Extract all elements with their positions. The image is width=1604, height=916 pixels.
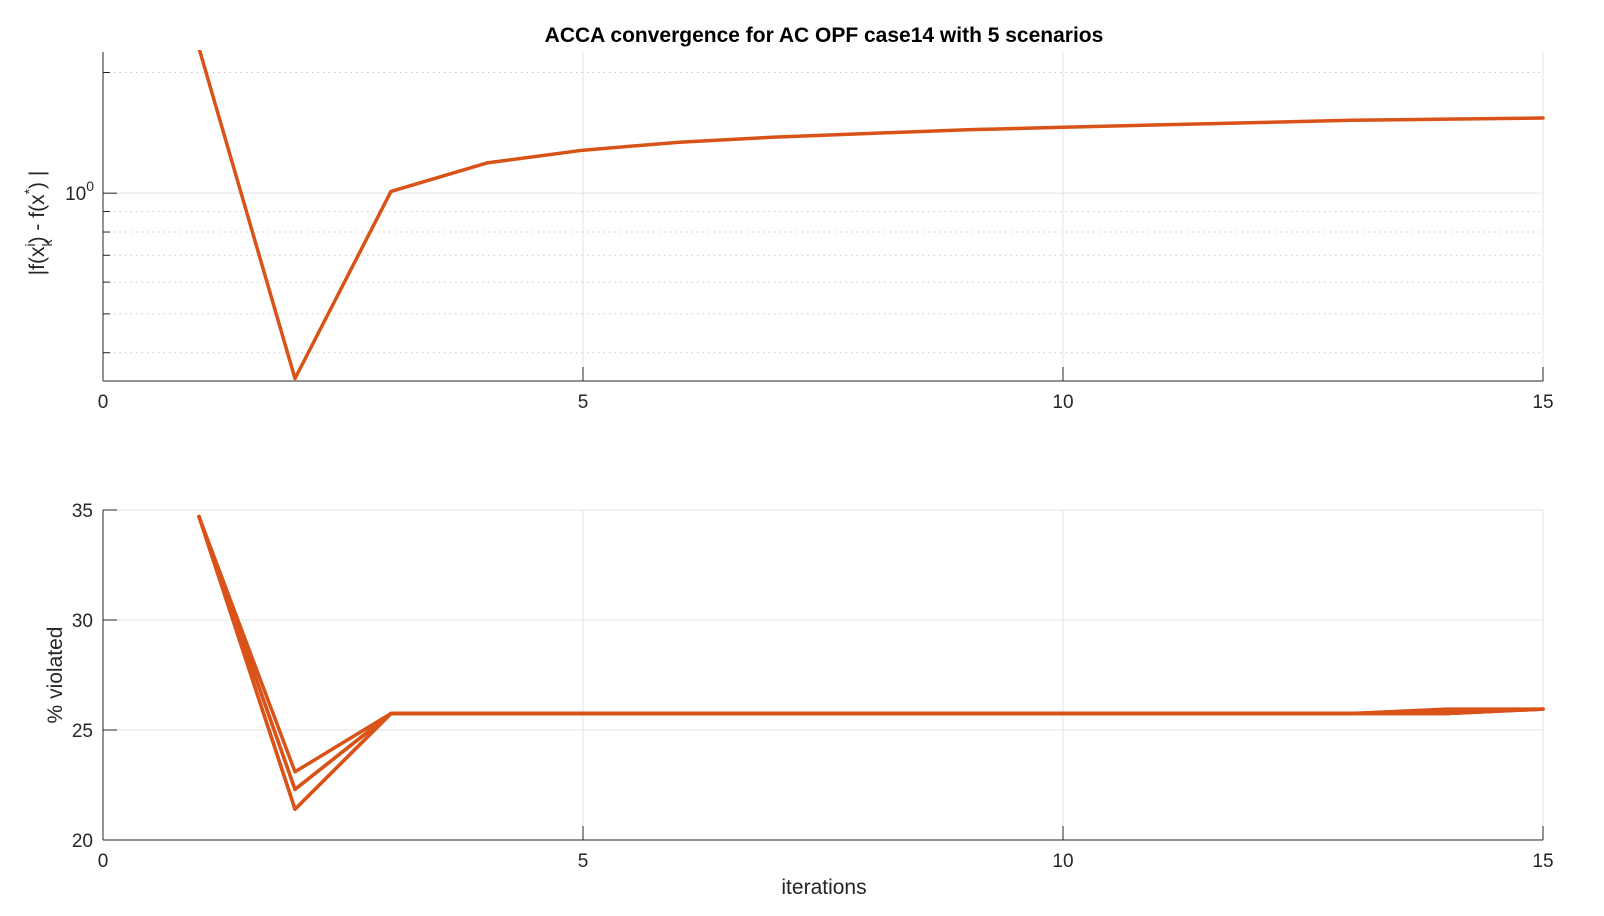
top-axes: 0 5 10 15 100 |f(xki) - f(x*) | xyxy=(21,50,1554,413)
top-x-tick-label-1: 5 xyxy=(578,392,589,413)
top-series-line-0 xyxy=(197,50,1545,381)
bottom-y-tick-label-2: 30 xyxy=(72,611,93,632)
bottom-y-tick-label-0: 20 xyxy=(72,831,93,852)
ylabel-part-c: ) | xyxy=(26,171,49,189)
ylabel-sub: k xyxy=(39,239,55,247)
bottom-x-tick-label-3: 15 xyxy=(1532,851,1553,872)
top-series-lines xyxy=(197,50,1545,381)
bottom-frame xyxy=(102,510,1543,841)
bottom-x-tick-label-0: 0 xyxy=(98,851,109,872)
chart-title: ACCA convergence for AC OPF case14 with … xyxy=(545,24,1104,47)
bottom-grid xyxy=(103,509,1544,840)
bottom-x-tick-label-2: 10 xyxy=(1052,851,1073,872)
bottom-x-axis-label: iterations xyxy=(781,876,866,899)
top-y-tick-label-0: 100 xyxy=(65,178,94,205)
bottom-y-tick-label-1: 25 xyxy=(72,721,93,742)
ylabel-sup: i xyxy=(22,243,38,246)
ylabel-part-a: |f(x xyxy=(26,246,49,275)
bottom-axes: 0 5 10 15 20 25 30 35 % violated iterations xyxy=(44,501,1554,899)
ylabel-sup2: * xyxy=(21,188,37,194)
top-x-tick-label-0: 0 xyxy=(98,392,109,413)
top-x-tick-label-2: 10 xyxy=(1052,392,1073,413)
top-y-axis-label: |f(xki) - f(x*) | xyxy=(21,171,55,276)
top-grid xyxy=(103,52,1544,381)
top-ticks: 0 5 10 15 100 xyxy=(65,72,1554,413)
bottom-series-line-4 xyxy=(197,514,1545,792)
top-x-tick-label-3: 15 xyxy=(1532,392,1553,413)
bottom-ticks: 0 5 10 15 20 25 30 35 xyxy=(72,501,1554,872)
bottom-x-tick-label-1: 5 xyxy=(578,851,589,872)
top-frame xyxy=(102,52,1543,382)
bottom-series-lines xyxy=(197,514,1545,811)
bottom-y-tick-label-3: 35 xyxy=(72,501,93,522)
bottom-y-axis-label: % violated xyxy=(44,627,67,724)
ylabel-part-b: ) - f(x xyxy=(26,194,49,243)
